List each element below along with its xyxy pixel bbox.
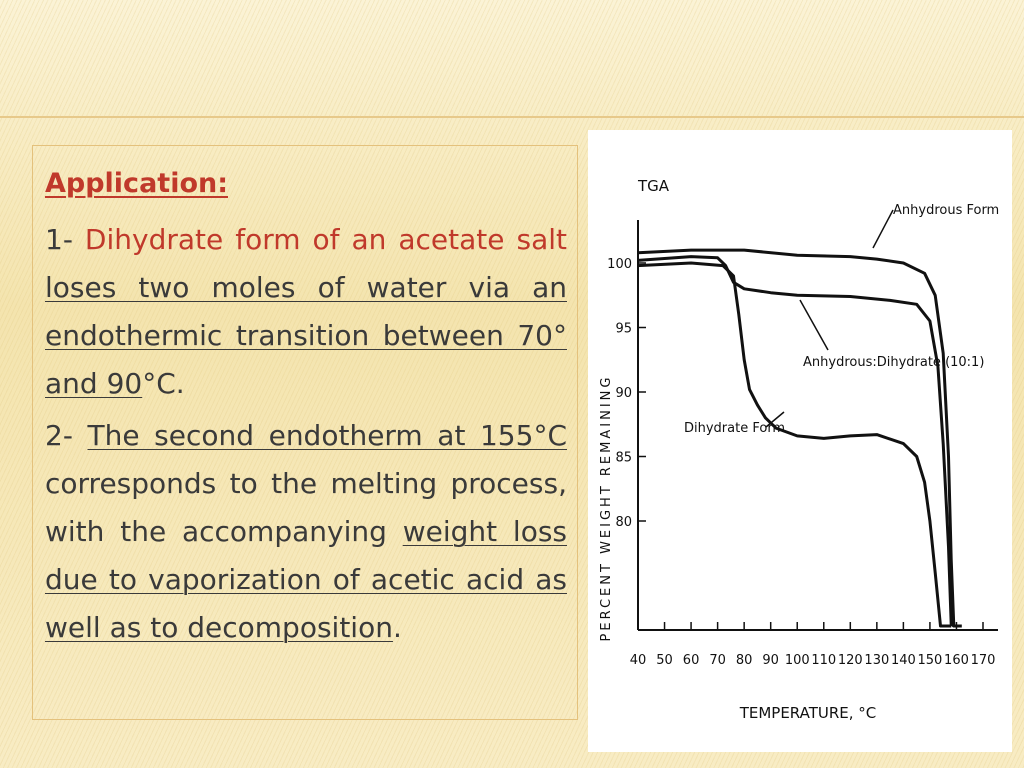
- item-2-underlined-a: The second endotherm at 155°C: [87, 419, 568, 452]
- y-tick-label: 100: [607, 257, 632, 272]
- x-tick-label: 160: [944, 653, 969, 668]
- x-tick-label: 120: [838, 653, 863, 668]
- item-2-underlined-b: weight loss due to vaporization of aceti…: [45, 515, 568, 644]
- item-1-highlight: Dihydrate form of an acetate salt: [84, 223, 567, 256]
- x-tick-label: 80: [736, 653, 753, 668]
- x-tick-label: 170: [971, 653, 996, 668]
- annotation-arrow: [872, 209, 894, 249]
- series-line-1: [637, 255, 957, 628]
- header-divider: [0, 116, 1024, 118]
- item-1-underlined: loses two moles of water via an endother…: [45, 271, 567, 400]
- chart-axes: 40 50 60 70 80 90 100 110 120 130 140 150 160 1708085…: [607, 220, 998, 668]
- annotation-arrow: [799, 299, 829, 351]
- annotation-label: Anhydrous Form: [893, 203, 999, 218]
- item-1-tail: °C.: [142, 367, 185, 400]
- chart-title: TGA: [637, 177, 670, 195]
- x-tick-label: 40: [630, 653, 647, 668]
- x-axis-label: TEMPERATURE, °C: [739, 704, 877, 722]
- item-1: 1- Dihydrate form of an acetate salt los…: [45, 216, 567, 408]
- slide-heading: Application:: [45, 168, 229, 199]
- item-2-middle: corresponds to the melting process, with…: [45, 467, 567, 548]
- tga-chart: TGA PERCENT WEIGHT REMAINING TEMPERATURE…: [599, 177, 999, 722]
- x-tick-label: 100: [785, 653, 810, 668]
- x-tick-label: 130: [864, 653, 889, 668]
- series-line-0: [637, 248, 962, 628]
- tga-chart-card: TGA PERCENT WEIGHT REMAINING TEMPERATURE…: [588, 130, 1012, 752]
- chart-series-layer: [637, 248, 962, 628]
- y-tick-label: 90: [615, 386, 632, 401]
- series-line-2: [637, 261, 952, 628]
- x-tick-label: 90: [762, 653, 779, 668]
- x-tick-label: 140: [891, 653, 916, 668]
- item-1-number: 1-: [45, 223, 73, 256]
- annotation-label: Anhydrous:Dihydrate (10:1): [803, 355, 984, 370]
- item-2-tail: .: [392, 611, 402, 644]
- annotation-arrow: [765, 411, 785, 428]
- y-axis-label: PERCENT WEIGHT REMAINING: [599, 375, 614, 642]
- x-tick-label: 60: [683, 653, 700, 668]
- item-2-number: 2-: [45, 419, 73, 452]
- application-text-box: Application: 1- Dihydrate form of an ace…: [32, 145, 578, 720]
- annotation-label: Dihydrate Form: [684, 421, 785, 436]
- x-tick-label: 50: [656, 653, 673, 668]
- item-2: 2- The second endotherm at 155°C corresp…: [45, 412, 567, 652]
- y-tick-label: 85: [615, 451, 632, 466]
- y-tick-label: 80: [615, 515, 632, 530]
- x-tick-label: 110: [811, 653, 836, 668]
- chart-annotations: Anhydrous Form Anhydrous:Dihydrate (10:1)…: [684, 203, 999, 436]
- y-tick-label: 95: [615, 322, 632, 337]
- x-tick-label: 70: [709, 653, 726, 668]
- x-tick-label: 150: [918, 653, 943, 668]
